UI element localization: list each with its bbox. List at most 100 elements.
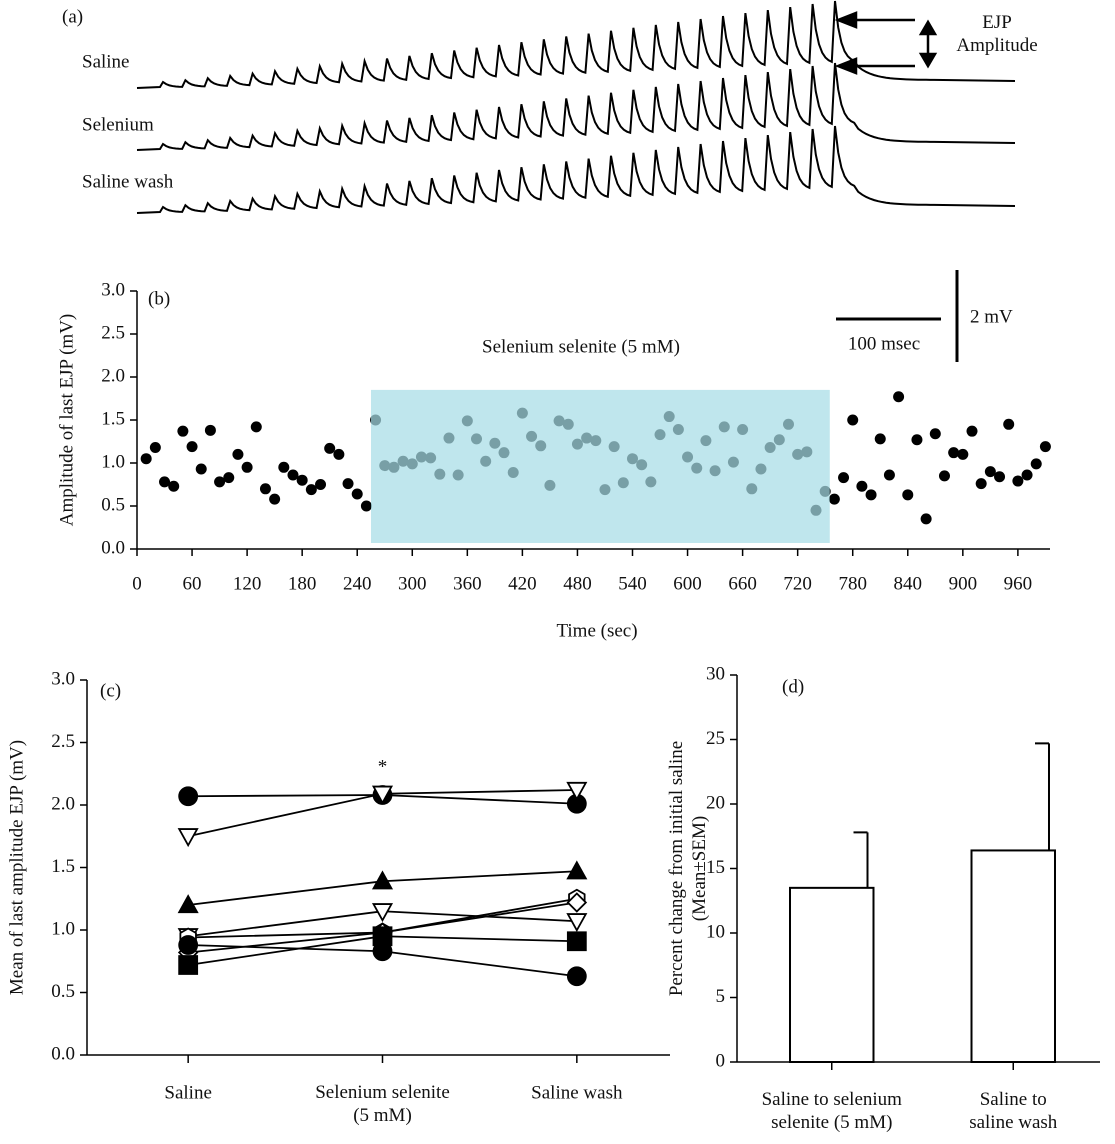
- x-tick-label: 420: [508, 573, 537, 594]
- data-point: [929, 428, 941, 440]
- x-tick-label: 960: [1004, 573, 1033, 594]
- y-tick-label: 2.0: [51, 793, 75, 814]
- significance-mark: *: [378, 756, 388, 777]
- scale-bars: [836, 270, 959, 362]
- data-point: [214, 476, 226, 488]
- panel-label: (a): [62, 6, 83, 27]
- data-point: [893, 391, 905, 403]
- treatment-label: Selenium selenite (5 mM): [482, 336, 680, 357]
- data-point: [324, 442, 336, 454]
- scale-x-label: 100 msec: [848, 333, 920, 354]
- ejp-trace: [136, 0, 1016, 89]
- data-point: [351, 488, 363, 500]
- y-axis-title: Percent change from initial saline (Mean±…: [666, 741, 710, 996]
- marker: [371, 785, 394, 805]
- data-point: [250, 421, 262, 433]
- amplitude-arrows: [834, 11, 938, 75]
- x-tick-label: 480: [563, 573, 592, 594]
- x-tick-label: 600: [673, 573, 702, 594]
- marker: [177, 894, 199, 914]
- data-point: [957, 448, 969, 460]
- data-point: [168, 480, 180, 492]
- data-point: [149, 442, 161, 454]
- ejp-trace: [136, 62, 1016, 151]
- marker: [372, 926, 393, 947]
- y-tick-label: 0.0: [51, 1043, 75, 1064]
- data-point: [223, 472, 235, 484]
- text-line: Saline to selenium: [762, 1089, 903, 1110]
- y-tick-label: 2.5: [51, 731, 75, 752]
- x-tick-label: 540: [618, 573, 647, 594]
- data-point: [828, 493, 840, 505]
- data-point: [333, 448, 345, 460]
- marker: [177, 828, 199, 848]
- data-point: [874, 433, 886, 445]
- marker: [178, 786, 199, 807]
- scale-y-label: 2 mV: [970, 306, 1013, 327]
- data-point: [259, 483, 271, 495]
- y-axis-title: Mean of last amplitude EJP (mV): [6, 740, 27, 995]
- y-tick-label: 15: [706, 857, 725, 878]
- amplitude-label: EJP Amplitude: [956, 12, 1037, 56]
- data-point: [315, 479, 327, 490]
- data-point: [159, 476, 171, 488]
- y-tick-label: 1.5: [101, 408, 125, 429]
- data-point: [287, 469, 299, 481]
- y-tick-label: 2.5: [101, 322, 125, 343]
- data-point: [1039, 441, 1051, 453]
- x-tick-label: 240: [343, 573, 372, 594]
- y-tick-label: 3.0: [51, 668, 75, 689]
- data-point: [360, 500, 372, 512]
- panel-label: (b): [148, 288, 170, 309]
- data-point: [140, 453, 152, 465]
- y-tick-label: 2.0: [101, 365, 125, 386]
- data-point: [195, 463, 207, 475]
- data-point: [1030, 458, 1042, 470]
- ejp-trace: [136, 125, 1016, 214]
- text-line: Selenium selenite: [315, 1082, 450, 1103]
- y-tick-label: 0.0: [101, 537, 125, 558]
- data-point: [948, 447, 960, 459]
- x-tick-label: 720: [783, 573, 812, 594]
- x-tick-label: Saline to selenium selenite (5 mM): [762, 1089, 903, 1133]
- data-point: [984, 466, 996, 478]
- x-tick-label: Saline wash: [531, 1082, 623, 1103]
- trace-label: Selenium: [82, 114, 154, 135]
- marker: [178, 955, 199, 975]
- text-line: Saline to: [980, 1089, 1047, 1110]
- panel-label: (c): [100, 680, 121, 701]
- x-tick-label: 0: [132, 573, 142, 594]
- y-tick-label: 10: [706, 921, 725, 942]
- data-point: [305, 484, 317, 496]
- data-point: [296, 474, 308, 486]
- x-tick-label: 60: [183, 573, 202, 594]
- panel-label: (d): [782, 676, 804, 697]
- y-tick-label: 1.0: [101, 451, 125, 472]
- y-tick-label: 30: [706, 663, 725, 684]
- data-point: [838, 472, 850, 484]
- marker: [566, 913, 588, 933]
- text-line: selenite (5 mM): [771, 1112, 892, 1133]
- data-point: [856, 480, 868, 492]
- data-point: [1003, 418, 1015, 430]
- x-tick-label: Saline to saline wash: [969, 1089, 1058, 1133]
- y-axis-title: Amplitude of last EJP (mV): [56, 314, 77, 527]
- bar: [970, 849, 1056, 1063]
- x-tick-label: 660: [728, 573, 757, 594]
- text-line: Percent change from initial saline: [666, 741, 687, 996]
- x-axis-title: Time (sec): [556, 620, 637, 641]
- data-point: [232, 448, 244, 460]
- marker: [566, 892, 588, 913]
- x-tick-label: 180: [288, 573, 317, 594]
- marker: [372, 941, 393, 962]
- data-point: [1021, 469, 1033, 481]
- marker: [371, 870, 394, 890]
- y-tick-label: 0.5: [51, 981, 75, 1002]
- data-point: [966, 425, 978, 437]
- y-tick-label: 20: [706, 792, 725, 813]
- marker: [566, 931, 587, 952]
- data-point: [865, 489, 877, 501]
- x-tick-label: Saline: [164, 1082, 212, 1103]
- data-point: [269, 493, 281, 505]
- text-line: (Mean±SEM): [689, 816, 710, 921]
